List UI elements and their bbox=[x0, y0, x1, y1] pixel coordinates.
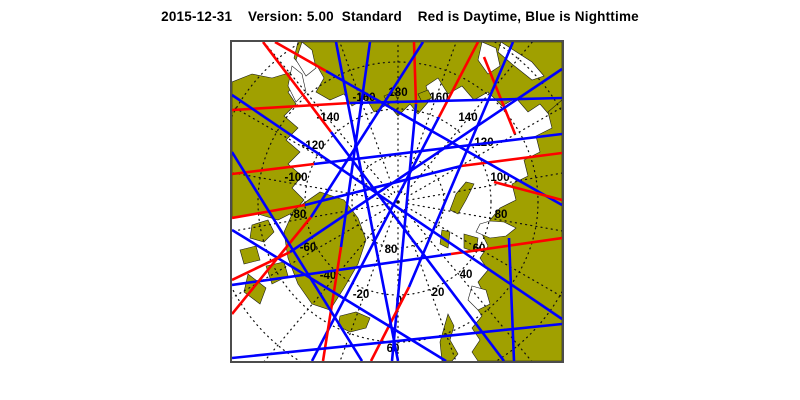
track-segment-night bbox=[232, 252, 452, 287]
track-segment-day bbox=[482, 56, 517, 135]
longitude-label: -20 bbox=[353, 289, 370, 301]
water-region bbox=[477, 42, 501, 75]
land-region bbox=[471, 99, 562, 361]
longitude-label: 20 bbox=[432, 287, 445, 299]
land-region bbox=[239, 245, 261, 265]
land-region bbox=[449, 181, 475, 215]
land-region bbox=[293, 42, 562, 119]
land-region bbox=[249, 219, 275, 243]
track-segment-night bbox=[313, 132, 562, 166]
land-region bbox=[337, 311, 371, 333]
longitude-label: 140 bbox=[458, 112, 477, 124]
track-segment-day bbox=[261, 42, 333, 133]
track-segment-night bbox=[232, 322, 562, 360]
track-segment-day bbox=[321, 246, 343, 361]
track-segment-night bbox=[309, 42, 425, 218]
polar-map: 0 20 40 60 80 100 120 140 160 180 -160 -140 -120 -100… bbox=[230, 40, 564, 363]
track-segment-night bbox=[232, 93, 562, 321]
track-segment-day bbox=[450, 236, 562, 256]
longitude-label: 80 bbox=[495, 209, 508, 221]
satellite-tracks bbox=[232, 42, 562, 361]
longitude-label: 40 bbox=[460, 269, 473, 281]
land-region bbox=[243, 273, 267, 305]
track-segment-day bbox=[232, 250, 291, 282]
longitude-label: 0 bbox=[396, 295, 402, 307]
track-segment-night bbox=[325, 69, 562, 207]
track-segment-night bbox=[289, 67, 562, 254]
track-segment-night bbox=[304, 164, 462, 207]
track-segment-day bbox=[274, 42, 327, 73]
pole-marker bbox=[396, 200, 400, 204]
land-region bbox=[417, 89, 433, 103]
map-plot-svg: 020406080100120140160180-160-140-120-100… bbox=[232, 42, 562, 361]
figure-title: 2015-12-31 Version: 5.00 Standard Red is… bbox=[161, 9, 639, 24]
track-segment-day bbox=[437, 42, 480, 118]
latitude-label: 80 bbox=[385, 244, 398, 256]
longitude-label: -60 bbox=[300, 242, 317, 254]
track-segment-night bbox=[507, 237, 516, 361]
track-segment-day bbox=[460, 151, 562, 168]
track-segment-day bbox=[493, 180, 562, 202]
land-region bbox=[439, 313, 459, 361]
track-segment-night bbox=[232, 151, 364, 361]
longitude-label: -80 bbox=[290, 209, 307, 221]
longitude-label: -120 bbox=[301, 140, 324, 152]
track-segment-night bbox=[407, 42, 515, 288]
track-segment-night bbox=[390, 103, 418, 361]
longitude-label: -100 bbox=[284, 172, 307, 184]
track-segment-day bbox=[232, 216, 313, 315]
track-segment-day bbox=[412, 42, 418, 105]
